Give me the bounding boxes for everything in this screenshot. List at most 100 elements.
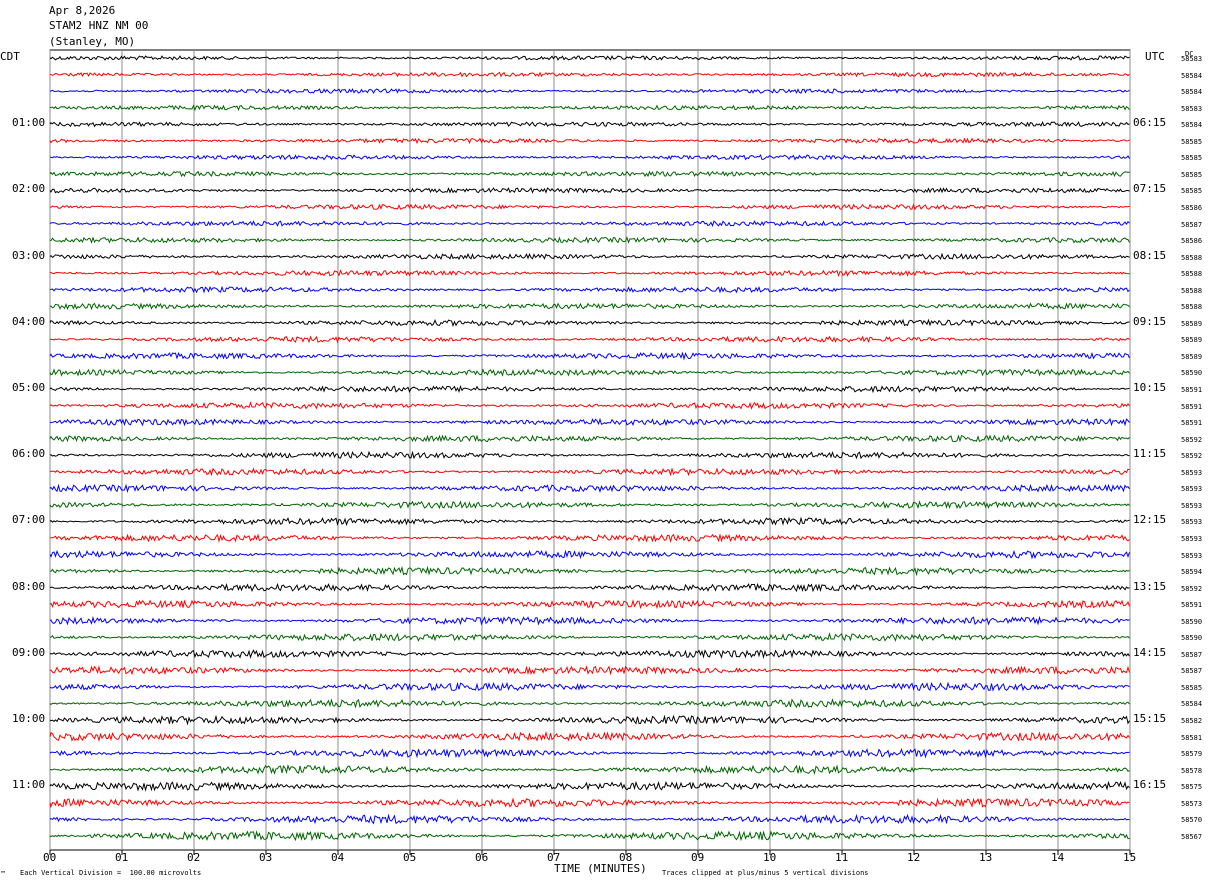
x-tick-label-04: 04 (331, 851, 345, 864)
header-station: STAM2 HNZ NM 00 (49, 19, 149, 32)
trace-row-13 (49, 252, 1130, 261)
dc-offset-row-48: 58567 (1181, 832, 1203, 841)
dc-offset-row-20: 58590 (1181, 369, 1203, 378)
trace-row-5 (49, 121, 1130, 128)
x-tick-label-10: 10 (763, 851, 777, 864)
clip-note: Traces clipped at plus/minus 5 vertical … (662, 869, 869, 877)
trace-row-2 (49, 71, 1130, 78)
dc-offset-row-45: 58575 (1181, 783, 1203, 792)
right-hour-label: 06:15 (1133, 116, 1167, 130)
trace-row-16 (49, 302, 1130, 311)
trace-row-47 (49, 813, 1130, 825)
dc-offset-row-7: 58585 (1181, 154, 1203, 163)
trace-row-23 (49, 417, 1130, 427)
trace-row-3 (49, 88, 1130, 95)
dc-offset-row-25: 58592 (1181, 452, 1203, 461)
trace-row-14 (49, 269, 1130, 277)
trace-row-21 (49, 384, 1130, 394)
trace-row-4 (49, 104, 1130, 112)
dc-offset-row-10: 58586 (1181, 203, 1203, 212)
dc-offset-row-43: 58579 (1181, 750, 1203, 759)
dc-offset-row-28: 58593 (1181, 501, 1203, 510)
dc-offset-row-35: 58590 (1181, 617, 1203, 626)
dc-offset-row-15: 58588 (1181, 286, 1203, 295)
trace-row-44 (49, 764, 1130, 775)
dc-offset-row-42: 58581 (1181, 733, 1203, 742)
dc-offset-row-21: 58591 (1181, 386, 1203, 394)
x-tick-label-06: 06 (475, 851, 489, 864)
dc-offset-row-24: 58592 (1181, 435, 1203, 444)
trace-row-29 (49, 516, 1130, 527)
corner-mark: ™ (1, 870, 6, 878)
right-hour-label: 07:15 (1133, 182, 1167, 196)
dc-offset-row-19: 58589 (1181, 352, 1203, 361)
x-tick-label-00: 00 (43, 851, 57, 864)
x-tick-label-08: 08 (619, 851, 633, 864)
left-hour-label: 01:00 (12, 116, 46, 130)
dc-offset-row-8: 58585 (1181, 170, 1203, 179)
dc-offset-row-14: 58588 (1181, 270, 1203, 279)
dc-offset-row-16: 58588 (1181, 303, 1203, 312)
x-tick-label-05: 05 (403, 851, 417, 864)
dc-offset-row-18: 58589 (1181, 336, 1203, 345)
dc-offset-row-44: 58578 (1181, 766, 1203, 775)
dc-label: DC (1185, 50, 1194, 58)
trace-row-45 (49, 780, 1130, 792)
trace-row-31 (49, 549, 1130, 560)
trace-row-27 (49, 483, 1130, 494)
trace-row-39 (49, 681, 1130, 692)
left-hour-label: 11:00 (12, 778, 46, 792)
trace-row-34 (49, 599, 1130, 610)
plot-grid (49, 49, 1131, 851)
dc-offset-row-37: 58587 (1181, 650, 1203, 659)
dc-offset-row-31: 58593 (1181, 551, 1203, 560)
left-hour-label: 08:00 (12, 579, 46, 593)
trace-row-15 (49, 285, 1130, 294)
x-axis-ticks (49, 850, 1131, 855)
seismic-traces (49, 55, 1130, 842)
dc-offset-row-3: 58584 (1181, 88, 1203, 97)
dc-offset-row-29: 58593 (1181, 518, 1203, 527)
dc-offset-row-23: 58591 (1181, 419, 1203, 428)
dc-offset-row-36: 58590 (1181, 634, 1203, 643)
left-timezone-label: CDT (0, 50, 20, 63)
x-tick-label-09: 09 (691, 851, 705, 864)
trace-row-43 (49, 748, 1130, 759)
trace-row-40 (49, 698, 1130, 709)
trace-row-28 (49, 500, 1130, 510)
x-tick-label-01: 01 (115, 851, 129, 864)
trace-row-7 (49, 154, 1130, 161)
x-tick-label-13: 13 (979, 851, 993, 864)
right-hour-label: 11:15 (1133, 447, 1167, 461)
trace-row-36 (49, 632, 1130, 642)
trace-row-48 (49, 830, 1130, 842)
trace-row-42 (49, 730, 1130, 743)
right-timezone-label: UTC (1145, 50, 1165, 63)
dc-offset-row-12: 58586 (1181, 237, 1203, 246)
x-axis-label: TIME (MINUTES) (554, 862, 647, 875)
dc-offset-row-6: 58585 (1181, 137, 1203, 146)
right-hour-label: 13:15 (1133, 579, 1167, 593)
trace-row-35 (49, 615, 1130, 626)
dc-offset-row-41: 58582 (1181, 717, 1203, 725)
dc-offset-row-1: 58583 (1181, 55, 1203, 63)
trace-row-1 (49, 55, 1130, 61)
dc-offset-row-40: 58584 (1181, 700, 1203, 709)
x-tick-label-03: 03 (259, 851, 273, 864)
trace-row-19 (49, 351, 1130, 361)
left-hour-label: 09:00 (12, 645, 46, 659)
trace-row-25 (49, 450, 1130, 460)
trace-row-41 (49, 714, 1130, 726)
dc-offset-row-26: 58593 (1181, 468, 1203, 477)
trace-row-6 (49, 137, 1130, 145)
trace-row-38 (49, 665, 1130, 676)
dc-offset-row-13: 58588 (1181, 253, 1203, 262)
trace-row-26 (49, 467, 1130, 477)
trace-row-37 (49, 649, 1130, 660)
trace-row-22 (49, 401, 1130, 410)
vertical-division-note: Each Vertical Division = 100.00 microvol… (20, 869, 202, 877)
dc-offset-row-22: 58591 (1181, 402, 1203, 411)
right-hour-label: 15:15 (1133, 712, 1167, 725)
trace-row-32 (49, 565, 1130, 577)
x-tick-label-02: 02 (187, 851, 201, 864)
